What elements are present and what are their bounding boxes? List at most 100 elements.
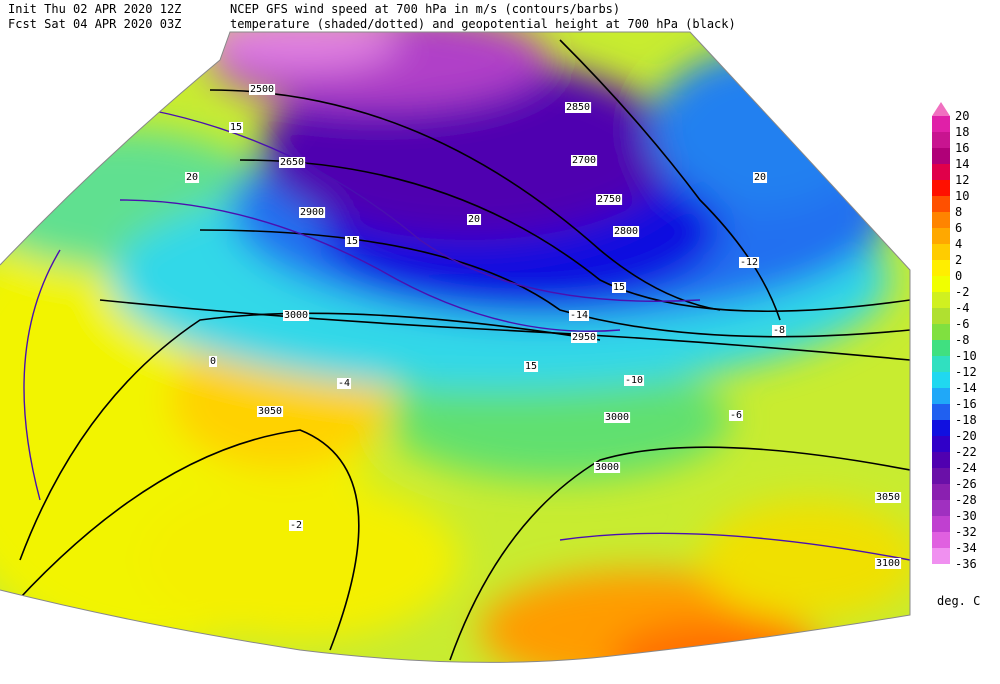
colorbar-tick-label: -26 (955, 477, 977, 491)
map-label-box (604, 412, 631, 423)
colorbar-tick-label: 4 (955, 237, 962, 251)
map-label: 2500 (250, 84, 274, 95)
colorbar-swatch (932, 212, 950, 228)
colorbar-tick-label: -8 (955, 333, 969, 347)
colorbar-tick-label: -36 (955, 557, 977, 571)
colorbar-tick-label: -12 (955, 365, 977, 379)
colorbar-tick-label: -18 (955, 413, 977, 427)
map-label-box (612, 282, 627, 293)
colorbar-swatch (932, 324, 950, 340)
colorbar-swatch (932, 388, 950, 404)
colorbar-swatch (932, 164, 950, 180)
map-label-box (729, 410, 744, 421)
map-label: 3050 (258, 406, 282, 417)
map-label: 15 (230, 122, 242, 133)
map-label: 2900 (300, 207, 324, 218)
colorbar-tick-label: -2 (955, 285, 969, 299)
colorbar-tick-label: 8 (955, 205, 962, 219)
colorbar-tick-label: -30 (955, 509, 977, 523)
colorbar-swatch (932, 292, 950, 308)
colorbar-swatch (932, 244, 950, 260)
map-label-box (249, 84, 276, 95)
title-line2: temperature (shaded/dotted) and geopoten… (230, 17, 736, 31)
map-label: 2700 (572, 155, 596, 166)
colorbar-swatch (932, 372, 950, 388)
colorbar-tick-label: -14 (955, 381, 977, 395)
map-label: -2 (290, 520, 302, 531)
colorbar-swatch (932, 436, 950, 452)
map-label-box (229, 122, 244, 133)
map-label: 3050 (876, 492, 900, 503)
map-label: 3000 (284, 310, 308, 321)
map-label: 2650 (280, 157, 304, 168)
colorbar-swatch (932, 196, 950, 212)
colorbar-tick-label: -16 (955, 397, 977, 411)
map-label: 15 (525, 361, 537, 372)
map-label: 2950 (572, 332, 596, 343)
map-label: -4 (338, 378, 350, 389)
colorbar-tick-label: 6 (955, 221, 962, 235)
colorbar-tick-label: -22 (955, 445, 977, 459)
colorbar-tick-label: -10 (955, 349, 977, 363)
map-label-box (185, 172, 200, 183)
map-labels: 2500 2650 2700 2750 2800 2850 2900 2950 3000 3000… (185, 84, 902, 569)
map-label: 3000 (605, 412, 629, 423)
colorbar-tick-label: 12 (955, 173, 969, 187)
colorbar-swatch (932, 468, 950, 484)
map-label-box (345, 236, 360, 247)
fcst-text: Fcst Sat 04 APR 2020 03Z (8, 17, 181, 31)
colorbar-tick-label: -6 (955, 317, 969, 331)
map-label: 2850 (566, 102, 590, 113)
map-label-box (571, 155, 598, 166)
colorbar-swatch (932, 516, 950, 532)
colorbar-swatch (932, 404, 950, 420)
map-label: 20 (468, 214, 480, 225)
map-label-box (467, 214, 482, 225)
map-label-box (209, 356, 218, 367)
colorbar-tick-label: -4 (955, 301, 969, 315)
colorbar-swatch (932, 132, 950, 148)
map-label-box (283, 310, 310, 321)
init-text: Init Thu 02 APR 2020 12Z (8, 2, 181, 16)
colorbar-swatch (932, 276, 950, 292)
map-label: 0 (210, 356, 216, 367)
colorbar-tick-label: -28 (955, 493, 977, 507)
colorbar-tick-label: 0 (955, 269, 962, 283)
map-label-box (739, 257, 760, 268)
colorbar-tick-label: 2 (955, 253, 962, 267)
map-label-box (624, 375, 645, 386)
map-label: 15 (613, 282, 625, 293)
map-label-box (596, 194, 623, 205)
height-contours (0, 39, 910, 661)
map-label-box (257, 406, 284, 417)
map-label-box (299, 207, 326, 218)
map-label-box (571, 332, 598, 343)
colorbar-unit: deg. C (937, 594, 980, 608)
map-label-box (753, 172, 768, 183)
colorbar-swatch (932, 260, 950, 276)
colorbar-tick-label: -24 (955, 461, 977, 475)
colorbar-swatch (932, 420, 950, 436)
colorbar-swatch (932, 356, 950, 372)
colorbar-tick-label: 14 (955, 157, 969, 171)
map-border (0, 31, 911, 663)
colorbar-swatch (932, 308, 950, 324)
map-label-box (337, 378, 352, 389)
colorbar-over (932, 102, 950, 116)
colorbar: 20181614121086420-2-4-6-8-10-12-14-16-18… (932, 102, 977, 571)
map-label: 20 (186, 172, 198, 183)
map-label-box (289, 520, 304, 531)
map-label-box (565, 102, 592, 113)
map-label: 2800 (614, 226, 638, 237)
colorbar-swatch (932, 340, 950, 356)
colorbar-swatch (932, 548, 950, 564)
colorbar-tick-label: -20 (955, 429, 977, 443)
map-label: -8 (773, 325, 785, 336)
wind-contours (23, 109, 910, 561)
map-label-box (594, 462, 621, 473)
colorbar-tick-label: 16 (955, 141, 969, 155)
colorbar-tick-label: 18 (955, 125, 969, 139)
map-label: 3000 (595, 462, 619, 473)
